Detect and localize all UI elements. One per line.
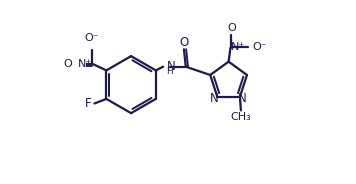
Text: N⁺: N⁺	[231, 42, 246, 52]
Text: O: O	[180, 36, 189, 49]
Text: O⁻: O⁻	[84, 33, 99, 43]
Text: CH₃: CH₃	[230, 112, 251, 122]
Text: O⁻: O⁻	[252, 42, 267, 52]
Text: O: O	[64, 59, 72, 69]
Text: H: H	[167, 67, 173, 76]
Text: O: O	[227, 23, 236, 33]
Text: N: N	[167, 60, 175, 73]
Text: N: N	[238, 92, 247, 105]
Text: N: N	[210, 92, 218, 105]
Text: N⁺: N⁺	[77, 59, 91, 69]
Text: F: F	[84, 97, 91, 110]
